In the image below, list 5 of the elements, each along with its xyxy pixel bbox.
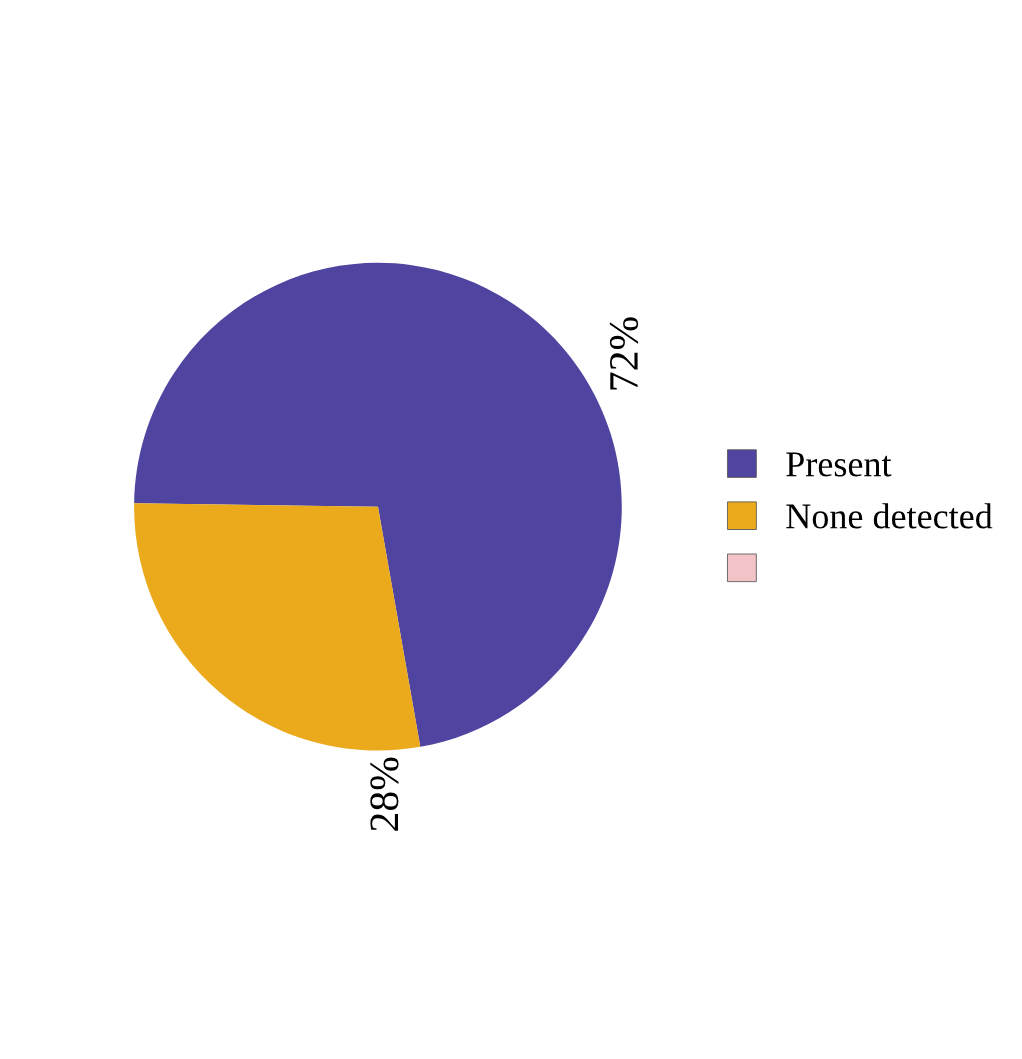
pie-slice: [134, 503, 421, 751]
legend-label: None detected: [786, 503, 993, 529]
legend-label: Present: [786, 452, 892, 477]
data-label: 72%: [609, 317, 639, 390]
data-label: 28%: [370, 757, 399, 831]
